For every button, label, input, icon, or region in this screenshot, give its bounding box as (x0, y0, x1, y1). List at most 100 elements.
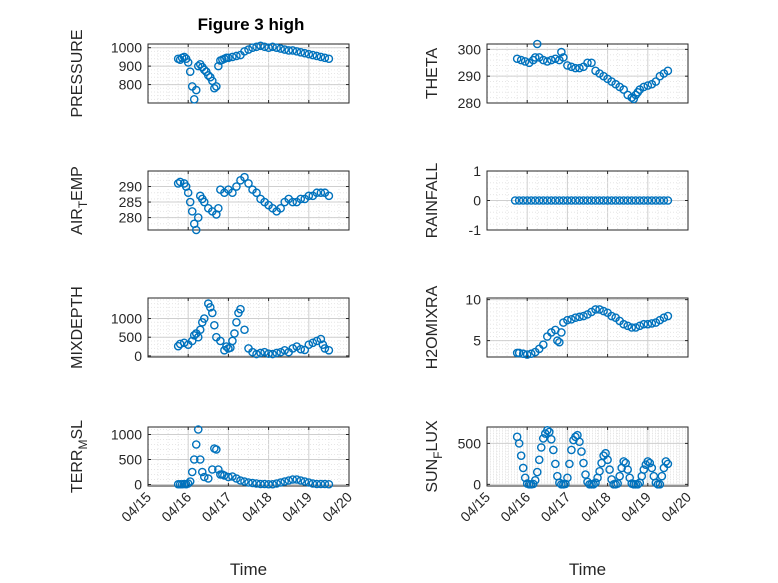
data-point (228, 52, 237, 62)
data-point (316, 479, 326, 489)
data-point (312, 188, 322, 198)
data-point (236, 476, 245, 485)
plot-area (148, 427, 349, 486)
y-axis-label: PRESSURE (69, 29, 86, 117)
data-point (264, 43, 273, 52)
data-point (288, 197, 298, 207)
y-tick-label: 900 (119, 58, 143, 74)
data-point (193, 425, 203, 434)
data-point (587, 196, 596, 205)
x-axis-label: Time (569, 560, 606, 579)
data-point (260, 479, 269, 489)
data-point (240, 325, 249, 335)
data-point (577, 447, 586, 456)
data-point (549, 445, 558, 455)
data-point (252, 42, 261, 52)
data-point (651, 196, 661, 205)
data-point (308, 50, 318, 60)
y-tick-label: 500 (119, 329, 143, 345)
y-tick-label: 285 (119, 194, 143, 210)
data-point (659, 196, 669, 205)
data-point (308, 479, 318, 488)
data-point (595, 196, 604, 205)
data-point (551, 54, 560, 64)
data-point (623, 465, 633, 474)
y-tick-label: 0 (134, 348, 142, 364)
data-point (591, 478, 600, 488)
data-point (619, 85, 628, 94)
y-tick-label: 300 (458, 41, 482, 57)
data-point (661, 457, 671, 466)
data-point (532, 39, 542, 49)
plot-area (487, 298, 688, 357)
data-point (589, 480, 598, 489)
axes-frame (486, 43, 689, 104)
data-point (260, 42, 269, 52)
y-tick-label: 280 (458, 95, 482, 111)
data-point (579, 196, 588, 205)
data-point (296, 194, 306, 204)
data-point (187, 336, 197, 346)
data-point (536, 443, 546, 452)
data-point (264, 349, 273, 358)
data-point (320, 53, 330, 63)
data-point (530, 53, 540, 62)
data-point (571, 196, 580, 205)
data-point (563, 315, 572, 325)
data-point (212, 82, 221, 91)
data-point (256, 348, 265, 358)
data-point (663, 196, 673, 205)
data-point (197, 467, 207, 477)
data-point (304, 340, 314, 349)
data-point (625, 473, 635, 483)
data-point (193, 61, 203, 71)
data-point (316, 52, 326, 62)
data-point (199, 314, 209, 323)
data-point (268, 479, 277, 489)
data-point (203, 71, 213, 80)
data-point (623, 196, 633, 205)
data-point (244, 179, 253, 188)
data-point (232, 51, 241, 61)
data-point (214, 61, 223, 71)
subplot-5: 0 500 1000 MIXDEPTH (69, 286, 350, 369)
data-point (312, 479, 322, 489)
data-point (563, 473, 572, 483)
data-point (547, 196, 556, 205)
data-point (557, 47, 566, 57)
y-tick-label: 0 (134, 477, 142, 493)
data-point (595, 305, 604, 314)
data-point (240, 477, 249, 486)
data-point (567, 315, 576, 324)
data-point (635, 196, 645, 205)
data-point (272, 348, 281, 358)
data-point (522, 196, 532, 205)
data-point (611, 196, 620, 205)
data-point (643, 81, 653, 90)
data-point (522, 350, 532, 359)
data-point (553, 336, 562, 345)
data-point (538, 196, 548, 205)
data-point (193, 213, 203, 222)
data-point (647, 319, 657, 328)
data-point (175, 339, 185, 349)
data-point (518, 196, 528, 205)
data-point (324, 479, 334, 489)
data-point (228, 472, 237, 481)
y-tick-label: 0 (473, 193, 481, 209)
data-point (191, 225, 201, 235)
data-point (516, 451, 526, 460)
data-point (191, 440, 201, 449)
data-point (583, 58, 592, 68)
data-point (647, 196, 657, 205)
data-point (185, 67, 195, 76)
data-point (663, 66, 673, 76)
data-point (276, 478, 285, 487)
data-point (210, 320, 219, 330)
data-point (530, 196, 540, 205)
data-point (320, 344, 330, 353)
data-point (639, 196, 649, 205)
y-tick-label: 0 (473, 476, 481, 492)
